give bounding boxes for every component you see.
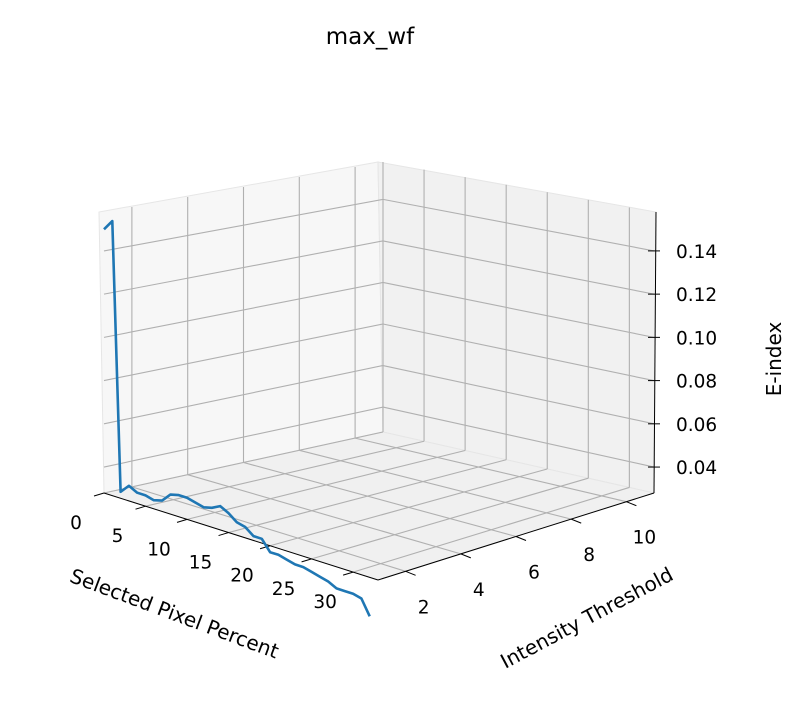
- z-axis-label: E-index: [762, 322, 786, 397]
- grid-z-left-0.12: [103, 240, 384, 295]
- grid-z-right-0.10: [382, 281, 655, 338]
- x-tick-label-25: 25: [272, 579, 296, 600]
- x-tick-label-0: 0: [70, 513, 82, 534]
- grid-z-left-0.06: [103, 365, 384, 425]
- series-line-0: [103, 219, 371, 617]
- x-tick-label-10: 10: [147, 539, 171, 560]
- grid-z-right-0.14: [382, 198, 655, 252]
- y-tick-label-2: 2: [418, 597, 430, 618]
- z-tick-label-0.14: 0.14: [676, 242, 717, 263]
- grid-z-right-0.08: [382, 323, 655, 382]
- grid-z-left-0.10: [103, 281, 384, 338]
- x-tick-mark-5: [135, 505, 146, 510]
- y-tick-mark-8: [571, 518, 582, 524]
- grid-y-floor-4: [187, 474, 461, 555]
- grid-y-floor-6: [243, 461, 517, 538]
- grid-y-floor-8: [299, 449, 572, 520]
- grid-z-left-0.08: [103, 323, 384, 382]
- y-axis-line: [377, 492, 655, 581]
- grid-z-right-0.06: [382, 365, 655, 425]
- x-tick-mark-25: [301, 558, 312, 563]
- x-tick-label-30: 30: [313, 592, 337, 613]
- y-tick-label-10: 10: [633, 528, 657, 549]
- chart-title: max_wf: [326, 24, 415, 50]
- y-axis-label: Intensity Threshold: [496, 562, 677, 673]
- z-tick-label-0.10: 0.10: [676, 328, 717, 349]
- x-tick-label-20: 20: [230, 566, 254, 587]
- grid-z-left-0.14: [103, 198, 384, 252]
- y-tick-mark-2: [405, 570, 416, 576]
- x-tick-mark-20: [259, 545, 271, 550]
- z-tick-label-0.12: 0.12: [676, 285, 717, 306]
- grid-y-floor-10: [354, 437, 627, 503]
- x-tick-mark-0: [93, 492, 105, 497]
- z-tick-label-0.04: 0.04: [676, 458, 717, 479]
- grid-z-left-0.04: [103, 406, 384, 468]
- x-tick-mark-10: [176, 518, 188, 523]
- z-tick-label-0.06: 0.06: [676, 415, 717, 436]
- x-tick-label-15: 15: [189, 553, 213, 574]
- grid-z-right-0.12: [382, 240, 655, 295]
- grid-y-floor-2: [131, 486, 406, 572]
- z-tick-label-0.08: 0.08: [676, 372, 717, 393]
- x-tick-mark-30: [342, 571, 354, 576]
- y-tick-label-4: 4: [473, 580, 485, 601]
- y-tick-mark-10: [626, 501, 637, 507]
- y-tick-mark-4: [460, 553, 471, 559]
- z-axis-line: [653, 211, 657, 494]
- y-tick-mark-6: [515, 536, 527, 541]
- x-tick-label-5: 5: [112, 526, 124, 547]
- y-tick-label-8: 8: [583, 545, 595, 566]
- x-axis-line: [103, 492, 379, 581]
- grid-z-right-0.04: [382, 406, 655, 468]
- y-tick-label-6: 6: [528, 563, 540, 584]
- x-tick-mark-15: [218, 532, 229, 537]
